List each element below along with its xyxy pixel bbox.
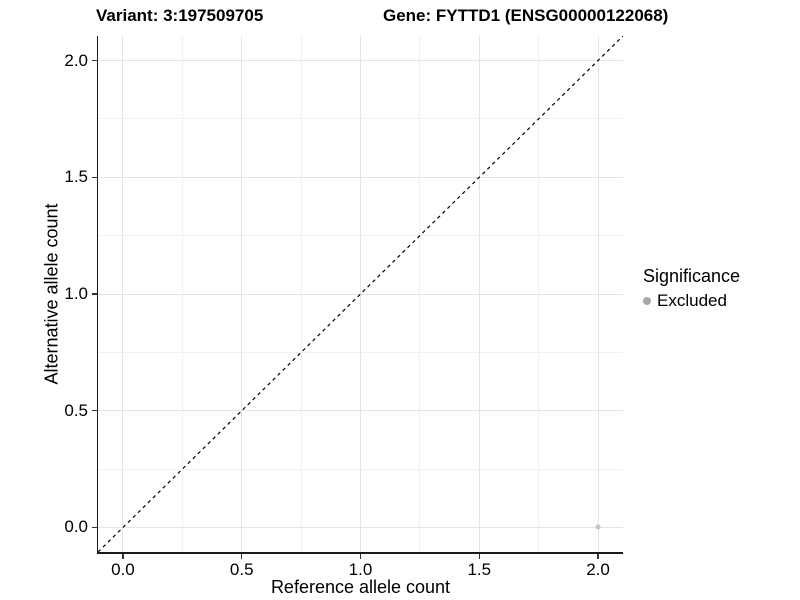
y-axis-tick-label: 0.0 — [64, 517, 88, 537]
y-axis-tick — [91, 176, 97, 178]
legend-title: Significance — [643, 266, 741, 286]
identity-dashed-line — [98, 36, 623, 552]
plot-title-gene: Gene: FYTTD1 (ENSG00000122068) — [383, 6, 669, 25]
plot-panel — [98, 36, 623, 552]
x-axis-tick — [122, 553, 124, 559]
x-axis-tick-label: 2.0 — [586, 560, 610, 579]
y-axis-tick-label: 0.5 — [64, 400, 88, 420]
y-axis-tick — [91, 59, 97, 62]
x-axis-tick — [240, 553, 243, 559]
y-axis-tick-label: 1.5 — [64, 167, 88, 187]
x-axis-title: Reference allele count — [270, 577, 451, 597]
x-axis-tick — [478, 553, 481, 559]
x-axis-tick-label: 1.5 — [467, 560, 492, 579]
x-axis-tick-label: 1.0 — [348, 560, 373, 579]
x-axis-tick-label: 0.0 — [111, 560, 135, 579]
major-gridline-horizontal — [98, 410, 623, 412]
legend-item-label: Excluded — [657, 291, 727, 310]
x-axis-line — [96, 552, 623, 554]
data-point — [595, 524, 601, 530]
x-axis-tick — [597, 553, 599, 559]
x-axis-tick-label: 0.5 — [229, 560, 254, 579]
y-axis-tick-label: 1.0 — [64, 284, 88, 303]
y-axis-tick — [91, 526, 97, 529]
major-gridline-horizontal — [98, 293, 623, 295]
y-axis-tick — [91, 293, 97, 295]
major-gridline-horizontal — [98, 176, 623, 178]
major-gridline-horizontal — [98, 526, 623, 528]
major-gridline-horizontal — [98, 60, 623, 62]
legend-item-excluded: Excluded — [643, 291, 740, 311]
x-axis-tick — [359, 553, 362, 559]
legend: Significance Excluded — [643, 266, 740, 311]
y-axis-tick — [91, 409, 97, 412]
excluded-marker-icon — [643, 297, 651, 305]
y-axis-line — [96, 36, 98, 554]
y-axis-tick-label: 2.0 — [64, 50, 88, 70]
plot-title-variant: Variant: 3:197509705 — [96, 6, 264, 25]
y-axis-title: Alternative allele count — [41, 203, 62, 385]
